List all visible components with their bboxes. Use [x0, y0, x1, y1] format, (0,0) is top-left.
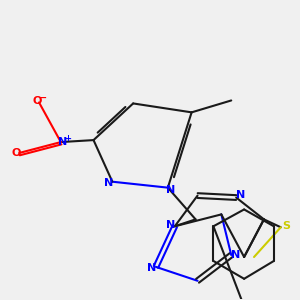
Text: N: N: [104, 178, 113, 188]
Text: O: O: [33, 96, 42, 106]
Text: +: +: [64, 134, 71, 143]
Text: N: N: [58, 137, 67, 147]
Text: N: N: [166, 185, 176, 195]
Text: S: S: [283, 221, 291, 231]
Text: −: −: [38, 93, 47, 103]
Text: N: N: [147, 263, 156, 273]
Text: N: N: [231, 250, 240, 260]
Text: N: N: [166, 220, 175, 230]
Text: O: O: [12, 148, 21, 158]
Text: N: N: [236, 190, 245, 200]
